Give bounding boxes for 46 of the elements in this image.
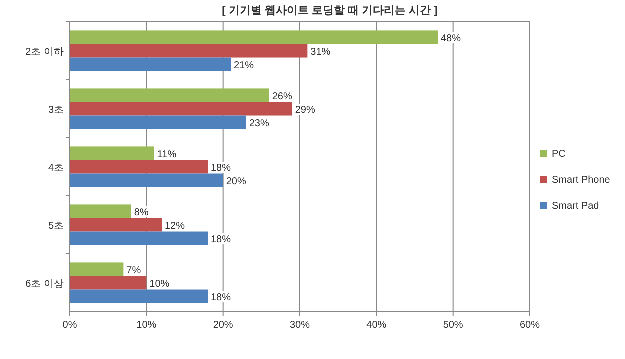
legend-label: Smart Phone — [552, 175, 611, 186]
y-tick-label: 2초 이하 — [26, 47, 64, 58]
bar — [70, 218, 162, 232]
x-tick-label: 60% — [520, 320, 540, 331]
data-label: 48% — [441, 33, 462, 44]
data-label: 20% — [226, 176, 246, 188]
bar — [70, 262, 124, 276]
bar — [70, 174, 224, 188]
data-label: 18% — [211, 163, 232, 174]
x-tick-label: 50% — [443, 320, 464, 331]
data-label: 12% — [165, 221, 186, 232]
y-tick-label: 3초 — [48, 105, 64, 116]
data-label: 10% — [150, 279, 170, 290]
x-tick-label: 40% — [366, 320, 387, 331]
legend-label: PC — [552, 149, 566, 160]
x-tick-label: 10% — [136, 320, 157, 331]
bar — [70, 58, 231, 72]
bar — [70, 88, 270, 102]
bar — [70, 160, 208, 174]
x-tick-label: 20% — [213, 320, 234, 331]
data-label: 29% — [295, 105, 316, 116]
bar — [70, 116, 246, 130]
data-label: 11% — [157, 149, 177, 160]
y-tick-label: 5초 — [48, 221, 64, 232]
bar — [70, 30, 438, 44]
data-label: 21% — [234, 60, 254, 72]
data-label: 26% — [272, 91, 292, 102]
y-tick-label: 6초 이상 — [26, 279, 64, 290]
legend-label: Smart Pad — [552, 201, 600, 212]
bar — [70, 232, 208, 246]
data-label: 7% — [126, 265, 142, 276]
y-tick-label: 4초 — [48, 163, 64, 174]
data-label: 18% — [211, 234, 232, 246]
data-label: 31% — [310, 47, 331, 58]
bar — [70, 204, 132, 218]
bar — [70, 146, 154, 160]
data-label: 23% — [249, 118, 270, 130]
bar — [70, 44, 308, 58]
bar — [70, 102, 292, 116]
bar — [70, 276, 147, 290]
x-tick-label: 0% — [62, 320, 78, 331]
bar — [70, 290, 208, 304]
data-label: 18% — [211, 292, 232, 304]
data-label: 8% — [134, 207, 149, 218]
x-tick-label: 30% — [290, 320, 310, 331]
chart-title: [ 기기별 웹사이트 로딩할 때 기다리는 시간 ] — [222, 5, 438, 17]
